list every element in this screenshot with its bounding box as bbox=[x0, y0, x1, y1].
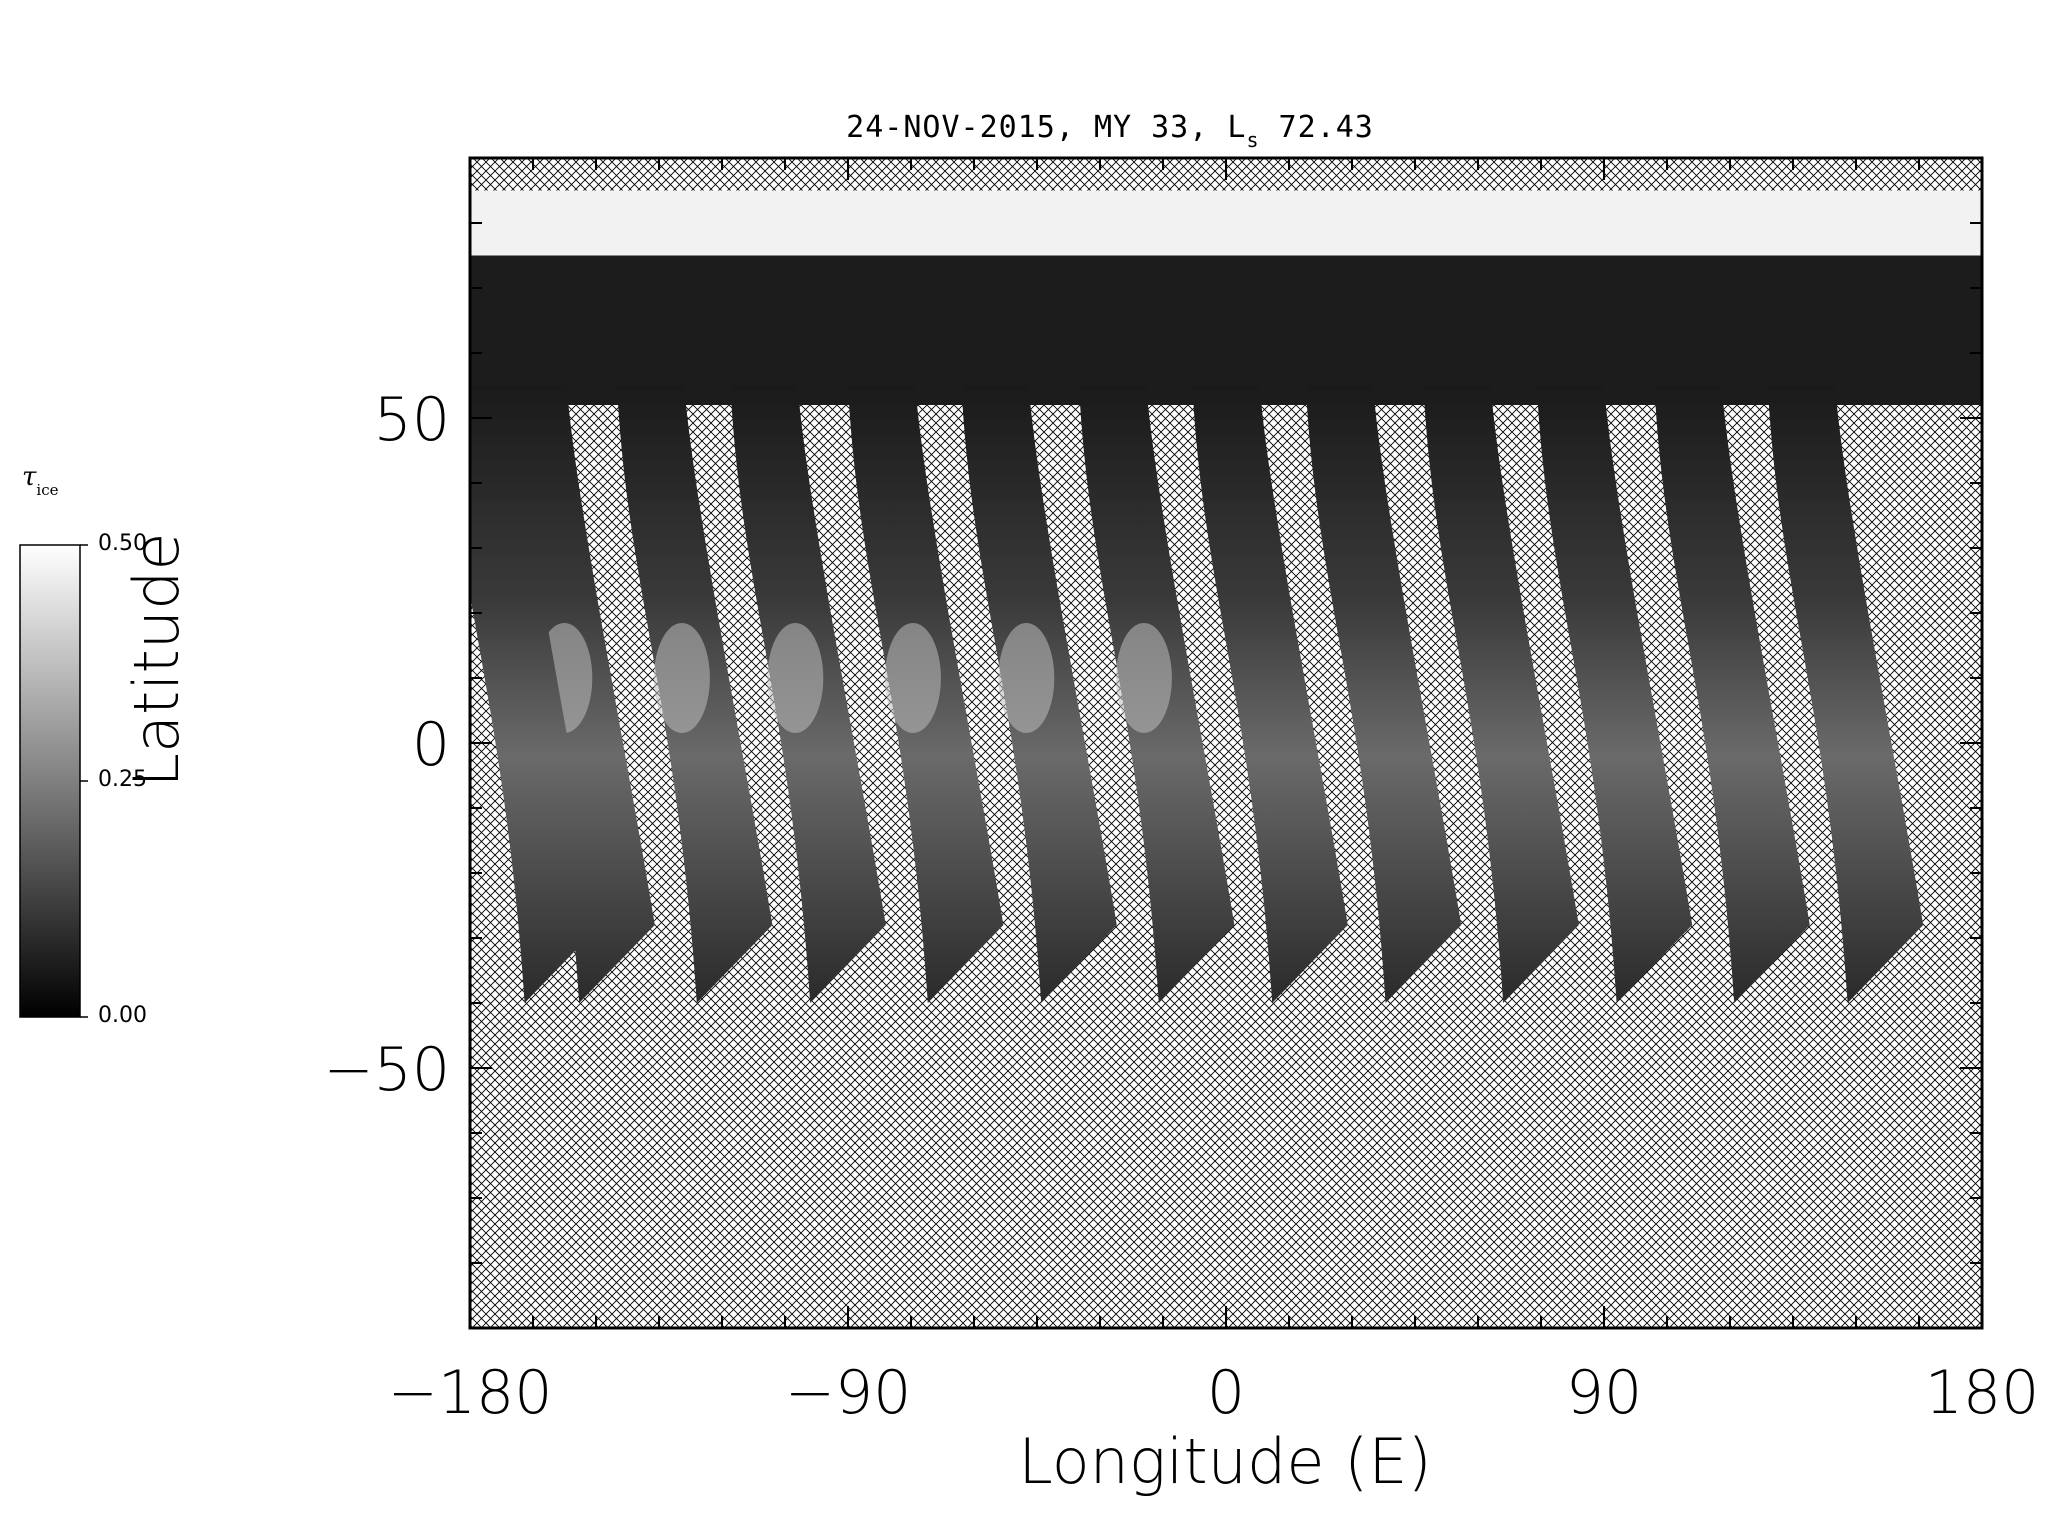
swath bbox=[1654, 385, 1810, 1003]
cloud-patch bbox=[884, 623, 941, 733]
cloud-patch bbox=[767, 623, 824, 733]
swath bbox=[1423, 385, 1579, 1003]
cloud-patch bbox=[998, 623, 1055, 733]
y-tick-label: 0 bbox=[412, 710, 450, 780]
colorbar-tick-label: 0.25 bbox=[98, 767, 147, 792]
colorbar-label: τice bbox=[22, 462, 59, 499]
x-tick-label: 0 bbox=[1207, 1358, 1245, 1428]
x-tick-label: 90 bbox=[1566, 1358, 1642, 1428]
y-axis-label: Latitude bbox=[120, 532, 193, 788]
x-axis-label: Longitude (E) bbox=[1018, 1425, 1432, 1498]
colorbar-tick-label: 0.00 bbox=[98, 1003, 147, 1028]
y-tick-label: −50 bbox=[323, 1035, 450, 1105]
colorbar-tick-label: 0.50 bbox=[98, 531, 147, 556]
y-tick-label: 50 bbox=[374, 385, 450, 455]
chart-title: 24-NOV-2015, MY 33, Ls 72.43 bbox=[846, 110, 1374, 152]
swath bbox=[470, 385, 601, 1003]
cloud-patch bbox=[653, 623, 710, 733]
x-tick-label: −90 bbox=[785, 1358, 912, 1428]
cloud-patch bbox=[1115, 623, 1172, 733]
x-tick-label: −180 bbox=[388, 1358, 553, 1428]
swath bbox=[1305, 385, 1462, 1003]
x-tick-label: 180 bbox=[1925, 1358, 2040, 1428]
swath bbox=[1536, 385, 1693, 1003]
swath bbox=[1192, 385, 1348, 1003]
colorbar-gradient bbox=[19, 544, 81, 1018]
swath bbox=[1767, 385, 1924, 1003]
polar-cap bbox=[470, 190, 1982, 256]
